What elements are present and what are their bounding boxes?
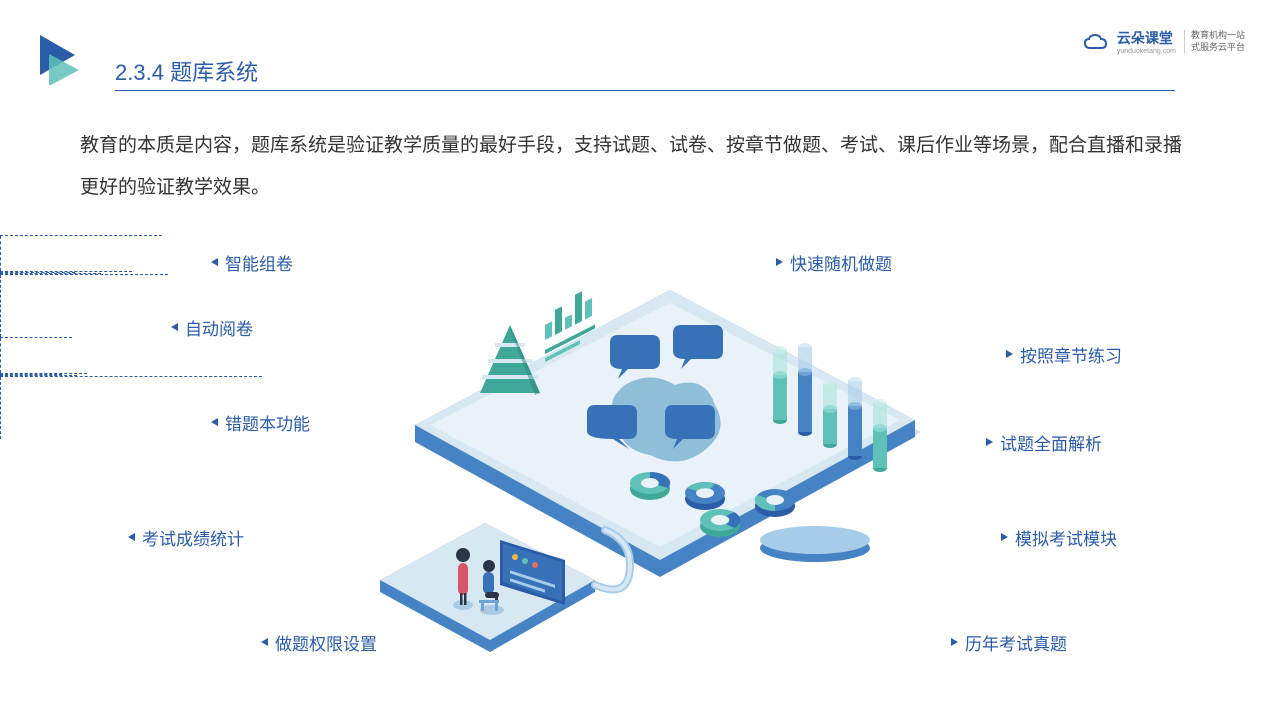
- logo-area: 云朵课堂 yunduoketang.com 教育机构一站 式服务云平台: [1083, 28, 1245, 55]
- feature-label-right: 试题全面解析: [1000, 430, 1102, 455]
- connector-line: [0, 235, 162, 236]
- arrow-right-icon: [1001, 533, 1008, 541]
- feature-label-right: 历年考试真题: [965, 630, 1067, 655]
- header-play-icon: [35, 30, 90, 90]
- feature-label-right: 按照章节练习: [1020, 342, 1122, 367]
- logo-main: 云朵课堂: [1117, 28, 1176, 48]
- connector-line: [0, 274, 168, 275]
- title-underline: [115, 90, 1175, 91]
- logo-tagline: 教育机构一站 式服务云平台: [1184, 30, 1245, 53]
- isometric-illustration: [370, 265, 930, 685]
- connector-line: [0, 337, 72, 338]
- arrow-left-icon: [171, 323, 178, 331]
- connector-line: [0, 275, 1, 337]
- cloud-icon: [1083, 32, 1109, 52]
- feature-label-right: 模拟考试模块: [1015, 525, 1117, 550]
- feature-label-left: 错题本功能: [225, 410, 310, 435]
- arrow-left-icon: [211, 258, 218, 266]
- connector-line: [0, 338, 1, 373]
- arrow-left-icon: [261, 638, 268, 646]
- arrow-right-icon: [1006, 350, 1013, 358]
- arrow-right-icon: [986, 438, 993, 446]
- arrow-left-icon: [128, 533, 135, 541]
- feature-label-left: 智能组卷: [225, 250, 293, 275]
- description-text: 教育的本质是内容，题库系统是验证教学质量的最好手段，支持试题、试卷、按章节做题、…: [80, 125, 1200, 209]
- connector-line: [0, 377, 1, 439]
- section-title: 2.3.4 题库系统: [115, 55, 258, 87]
- feature-label-left: 考试成绩统计: [142, 525, 244, 550]
- feature-label-right: 快速随机做题: [790, 250, 892, 275]
- connector-line: [0, 236, 1, 271]
- feature-label-left: 做题权限设置: [275, 630, 377, 655]
- arrow-left-icon: [211, 418, 218, 426]
- section-number: 2.3.4: [115, 60, 164, 85]
- diagram-area: 智能组卷自动阅卷错题本功能考试成绩统计做题权限设置 快速随机做题按照章节练习试题全…: [0, 235, 1280, 705]
- logo-sub: yunduoketang.com: [1117, 48, 1176, 55]
- connector-line: [0, 376, 262, 377]
- section-title-text: 题库系统: [170, 60, 258, 85]
- arrow-right-icon: [776, 258, 783, 266]
- arrow-right-icon: [951, 638, 958, 646]
- feature-label-left: 自动阅卷: [185, 315, 253, 340]
